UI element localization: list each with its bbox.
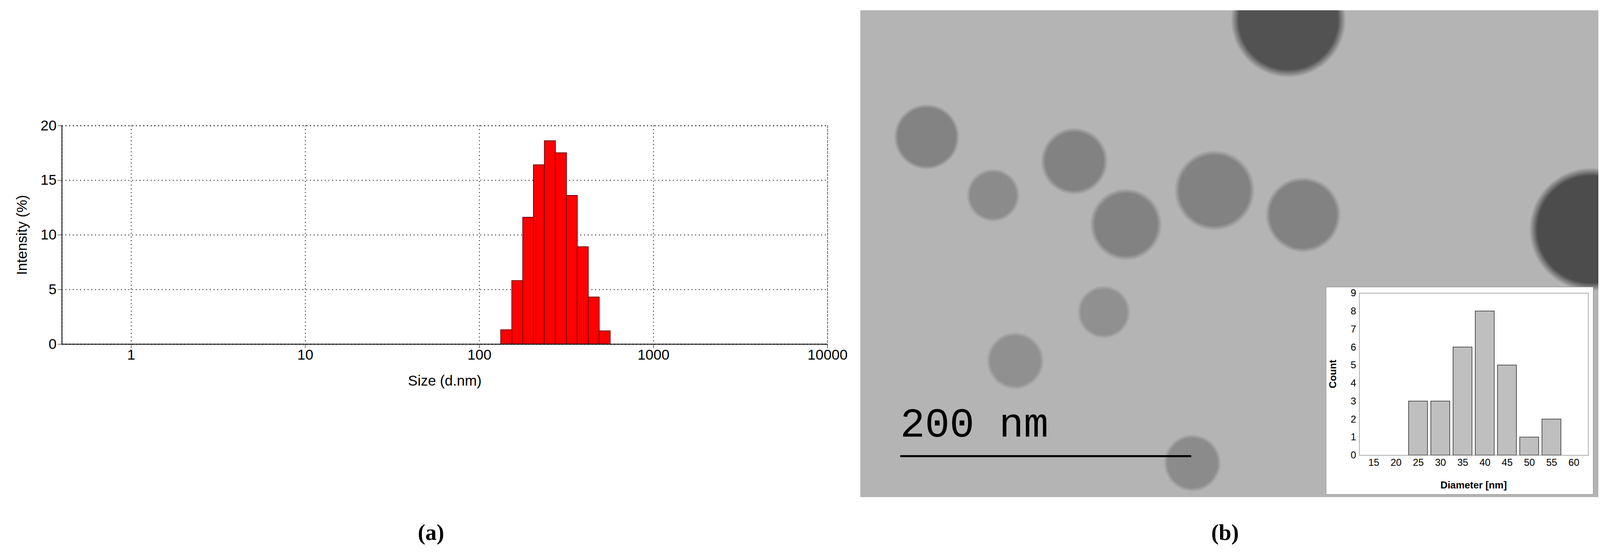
svg-text:Size (d.nm): Size (d.nm) bbox=[407, 372, 482, 389]
svg-text:20: 20 bbox=[40, 117, 57, 134]
svg-text:15: 15 bbox=[1368, 456, 1380, 469]
svg-text:0: 0 bbox=[1350, 449, 1356, 461]
svg-text:35: 35 bbox=[1457, 456, 1469, 469]
svg-text:1: 1 bbox=[1350, 431, 1356, 443]
svg-text:10000: 10000 bbox=[807, 346, 848, 363]
svg-text:0: 0 bbox=[48, 335, 57, 352]
svg-text:30: 30 bbox=[1434, 456, 1447, 469]
svg-text:10: 10 bbox=[297, 346, 314, 363]
svg-text:1: 1 bbox=[127, 346, 136, 363]
svg-text:20: 20 bbox=[1390, 456, 1402, 469]
svg-text:100: 100 bbox=[467, 346, 492, 363]
svg-text:3: 3 bbox=[1350, 395, 1356, 407]
svg-text:Count: Count bbox=[1327, 359, 1339, 389]
svg-text:50: 50 bbox=[1523, 456, 1535, 469]
svg-text:5: 5 bbox=[48, 281, 57, 298]
svg-text:25: 25 bbox=[1412, 456, 1424, 469]
svg-text:10: 10 bbox=[40, 226, 57, 243]
svg-text:8: 8 bbox=[1350, 305, 1356, 317]
svg-text:7: 7 bbox=[1350, 323, 1356, 335]
svg-text:Diameter [nm]: Diameter [nm] bbox=[1440, 479, 1507, 491]
svg-text:2: 2 bbox=[1350, 413, 1356, 425]
svg-text:60: 60 bbox=[1568, 456, 1580, 469]
svg-text:6: 6 bbox=[1350, 341, 1356, 353]
svg-text:45: 45 bbox=[1501, 456, 1513, 469]
svg-text:15: 15 bbox=[40, 171, 57, 188]
svg-text:55: 55 bbox=[1546, 456, 1558, 469]
html-text:(b): (b) bbox=[1211, 519, 1239, 545]
svg-text:Intensity (%): Intensity (%) bbox=[13, 195, 30, 276]
svg-text:5: 5 bbox=[1350, 359, 1356, 371]
svg-text:1000: 1000 bbox=[637, 346, 670, 363]
html-text:(a): (a) bbox=[417, 519, 445, 545]
html-text:200 nm: 200 nm bbox=[900, 402, 1049, 450]
svg-text:40: 40 bbox=[1479, 456, 1491, 469]
svg-text:4: 4 bbox=[1350, 377, 1356, 389]
svg-text:9: 9 bbox=[1350, 287, 1356, 299]
